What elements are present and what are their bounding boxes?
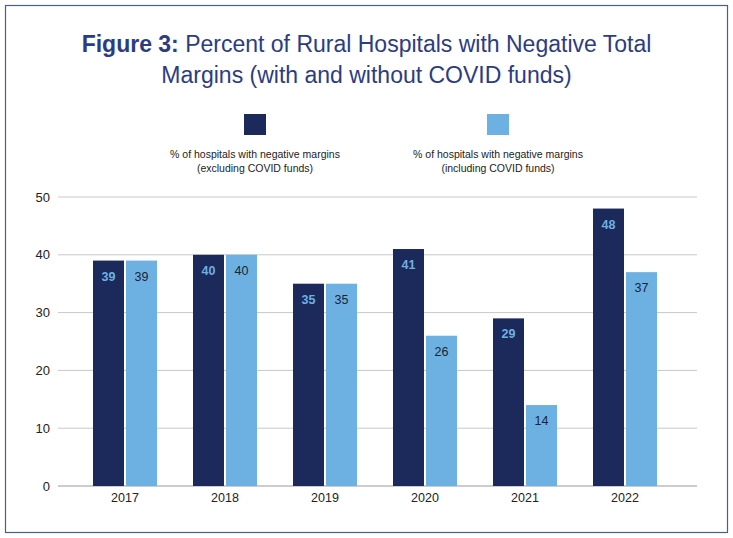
data-label: 40: [235, 264, 249, 278]
bar: [493, 318, 524, 486]
bar: [226, 255, 257, 486]
chart: Figure 3: Percent of Rural Hospitals wit…: [0, 0, 733, 538]
bar: [326, 284, 357, 486]
y-tick-label: 50: [36, 190, 50, 205]
bar: [393, 249, 424, 486]
data-label: 37: [635, 281, 649, 295]
data-label: 40: [202, 264, 216, 278]
bar: [593, 209, 624, 486]
bar: [626, 272, 657, 486]
legend-swatch: [244, 114, 266, 135]
bar: [526, 405, 557, 486]
data-label: 14: [535, 414, 549, 428]
y-tick-label: 0: [43, 479, 50, 494]
bar: [293, 284, 324, 486]
y-tick-label: 40: [36, 247, 50, 262]
bar: [93, 261, 124, 486]
legend-label: % of hospitals with negative margins(inc…: [413, 148, 583, 174]
bar: [193, 255, 224, 486]
bar: [126, 261, 157, 486]
legend-label: % of hospitals with negative margins(exc…: [170, 148, 340, 174]
data-label: 35: [335, 293, 349, 307]
x-tick-label: 2021: [511, 491, 539, 505]
x-tick-label: 2020: [411, 491, 439, 505]
y-tick-label: 10: [36, 421, 50, 436]
data-label: 26: [435, 345, 449, 359]
x-tick-label: 2017: [111, 491, 139, 505]
data-label: 39: [102, 270, 116, 284]
y-tick-label: 30: [36, 305, 50, 320]
title: Figure 3: Percent of Rural Hospitals wit…: [82, 31, 652, 88]
data-labels: 39 40 35 41 29 48 39 40 35 26 14 37: [102, 218, 649, 429]
bar: [426, 336, 457, 486]
x-tick-label: 2019: [311, 491, 339, 505]
x-tick-label: 2022: [611, 491, 639, 505]
legend-swatch: [487, 114, 509, 135]
data-label: 39: [135, 270, 149, 284]
data-label: 41: [402, 258, 416, 272]
x-tick-label: 2018: [211, 491, 239, 505]
bars: [93, 209, 657, 486]
frame: [6, 6, 728, 533]
y-tick-label: 20: [36, 363, 50, 378]
data-label: 35: [302, 293, 316, 307]
data-label: 29: [502, 327, 516, 341]
data-label: 48: [602, 218, 616, 232]
grid-line: [58, 197, 697, 198]
